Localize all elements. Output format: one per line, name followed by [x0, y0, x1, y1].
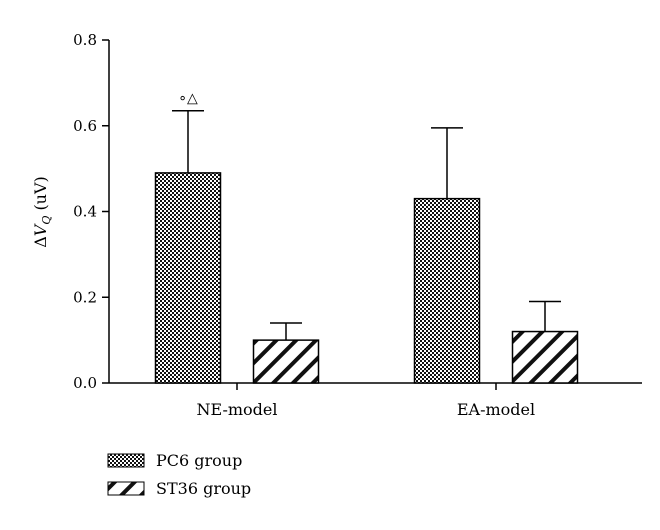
y-axis-label-delta: Δ: [31, 236, 50, 248]
bar-st36: [252, 339, 320, 384]
legend-swatch-st36: [107, 481, 145, 496]
y-axis-label-sub: Q: [40, 216, 53, 225]
significance-annotation: ∘△: [178, 91, 198, 107]
legend-label-pc6: PC6 group: [156, 451, 242, 470]
x-category-label: EA-model: [457, 400, 535, 419]
y-tick-label: 0.0: [73, 374, 97, 392]
y-tick-label: 0.8: [73, 31, 97, 49]
legend-swatch-pc6: [107, 453, 145, 468]
bar-pc6: [413, 197, 481, 384]
error-bars-group: [172, 109, 561, 341]
y-axis-label: ΔVQ (uV): [31, 176, 53, 248]
y-tick-label: 0.4: [73, 203, 97, 221]
bars-group: [154, 172, 579, 384]
y-axis-label-unit: (uV): [31, 176, 50, 215]
y-axis-label-var: V: [31, 223, 50, 236]
bar-pc6: [154, 172, 222, 384]
y-tick-label: 0.6: [73, 117, 97, 135]
bar-st36: [511, 330, 579, 384]
legend: PC6 group ST36 group: [107, 451, 251, 498]
legend-label-st36: ST36 group: [156, 479, 251, 498]
y-tick-label: 0.2: [73, 288, 97, 306]
x-category-label: NE-model: [196, 400, 277, 419]
labels-group: 0.0 0.2 0.4 0.6 0.8 NE-model EA-model: [73, 31, 535, 419]
